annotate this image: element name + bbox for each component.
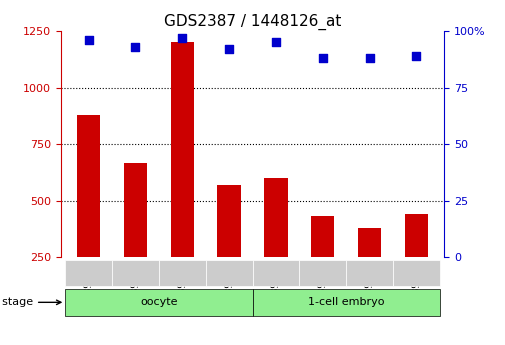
Point — [412, 53, 420, 59]
FancyBboxPatch shape — [252, 289, 440, 316]
Bar — [77, 115, 100, 257]
Bar — [124, 163, 147, 257]
Bar — [405, 214, 428, 257]
Title: GDS2387 / 1448126_at: GDS2387 / 1448126_at — [164, 13, 341, 30]
Bar — [264, 178, 288, 257]
FancyBboxPatch shape — [252, 260, 299, 286]
FancyBboxPatch shape — [346, 260, 393, 286]
FancyBboxPatch shape — [65, 289, 252, 316]
Text: 1-cell embryo: 1-cell embryo — [308, 297, 384, 307]
Bar — [311, 216, 334, 257]
FancyBboxPatch shape — [299, 260, 346, 286]
Point — [225, 46, 233, 52]
FancyBboxPatch shape — [393, 260, 440, 286]
Point — [366, 56, 374, 61]
FancyBboxPatch shape — [206, 260, 252, 286]
Bar — [171, 42, 194, 257]
Point — [272, 40, 280, 45]
FancyBboxPatch shape — [112, 260, 159, 286]
Point — [85, 37, 93, 43]
FancyBboxPatch shape — [65, 260, 112, 286]
Point — [319, 56, 327, 61]
Point — [131, 44, 139, 50]
Text: oocyte: oocyte — [140, 297, 178, 307]
Bar — [358, 228, 381, 257]
Text: development stage: development stage — [0, 297, 61, 307]
FancyBboxPatch shape — [159, 260, 206, 286]
Bar — [217, 185, 241, 257]
Point — [178, 35, 186, 41]
